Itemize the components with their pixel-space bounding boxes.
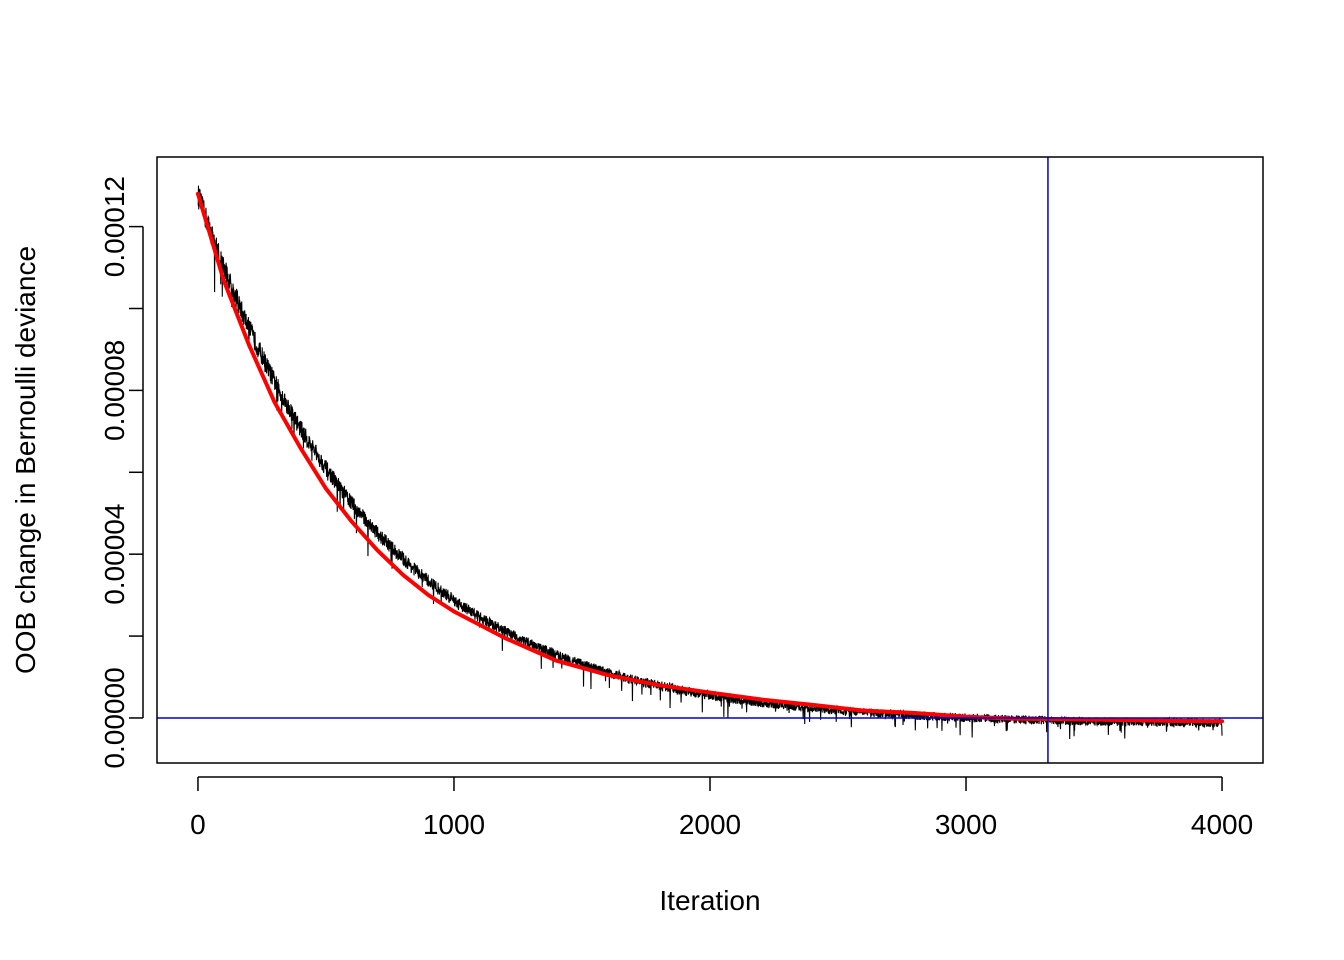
axes-layer: 0 1000 2000 3000 4000 0.00000 0.00004 0.00008 0.… [99,176,1253,840]
x-tick-label: 0 [190,809,206,840]
plot-layer [157,157,1263,763]
x-tick-label: 2000 [679,809,741,840]
y-axis-title: OOB change in Bernoulli deviance [10,246,41,674]
x-tick-label: 1000 [423,809,485,840]
plot-frame [156,156,1264,764]
y-tick-label: 0.00004 [99,504,130,605]
x-tick-label: 3000 [935,809,997,840]
y-tick-label: 0.00000 [99,667,130,768]
x-axis-title: Iteration [659,885,760,916]
x-tick-label: 4000 [1191,809,1253,840]
y-tick-label: 0.00012 [99,176,130,277]
noisy-series-line [197,185,1223,740]
y-tick-label: 0.00008 [99,340,130,441]
